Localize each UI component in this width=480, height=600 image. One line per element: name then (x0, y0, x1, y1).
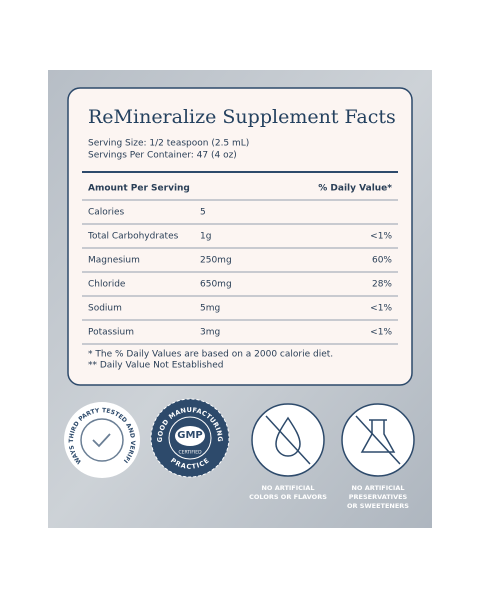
amount: 1g (200, 232, 211, 242)
gmp-subtitle: CERTIFIED (178, 450, 202, 456)
amount: 5 (200, 208, 206, 218)
daily-value: 60% (372, 256, 392, 266)
gmp-ring (168, 416, 212, 460)
nutrient: Total Carbohydrates (87, 232, 179, 242)
nutrient: Chloride (88, 280, 126, 290)
daily-value: <1% (370, 232, 392, 242)
facts-card (67, 87, 413, 386)
daily-value: <1% (370, 328, 392, 338)
check-icon (92, 433, 111, 448)
badge-caption: COLORS OR FLAVORS (249, 493, 327, 501)
badge-caption: OR SWEETENERS (347, 502, 409, 510)
amount: 650mg (200, 280, 232, 290)
daily-value: 28% (372, 280, 392, 290)
daily-value: <1% (370, 304, 392, 314)
nutrient: Potassium (88, 328, 134, 338)
footnote: ** Daily Value Not Established (88, 361, 223, 371)
flask-icon (360, 419, 396, 453)
badge-caption: NO ARTIFICIAL (261, 484, 314, 492)
footnote: * The % Daily Values are based on a 2000… (88, 350, 333, 360)
header-dv: % Daily Value* (318, 184, 392, 194)
title: ReMineralize Supplement Facts (88, 106, 396, 128)
badge-icon (80, 418, 124, 462)
amount: 5mg (200, 304, 220, 314)
rows: Calories 5 Total Carbohydrates 1g <1% Magnesi… (82, 199, 398, 345)
gmp-oval (175, 426, 205, 446)
amount: 250mg (200, 256, 232, 266)
drop-icon (275, 416, 301, 457)
nutrient: Sodium (88, 304, 122, 314)
gmp-text: GMP (177, 430, 203, 441)
serving-size: Serving Size: 1/2 teaspoon (2.5 mL) (88, 139, 249, 149)
header-amount: Amount Per Serving (88, 184, 190, 194)
slash-icon (265, 415, 311, 465)
servings-per-container: Servings Per Container: 47 (4 oz) (88, 151, 237, 161)
badge-caption: NO ARTIFICIAL (351, 484, 404, 492)
nutrient: Calories (88, 208, 125, 218)
badge-caption: PRESERVATIVES (349, 493, 408, 501)
amount: 3mg (200, 328, 220, 338)
badge-circle (64, 402, 140, 478)
slash-icon (355, 415, 401, 465)
nutrient: Magnesium (88, 256, 140, 266)
